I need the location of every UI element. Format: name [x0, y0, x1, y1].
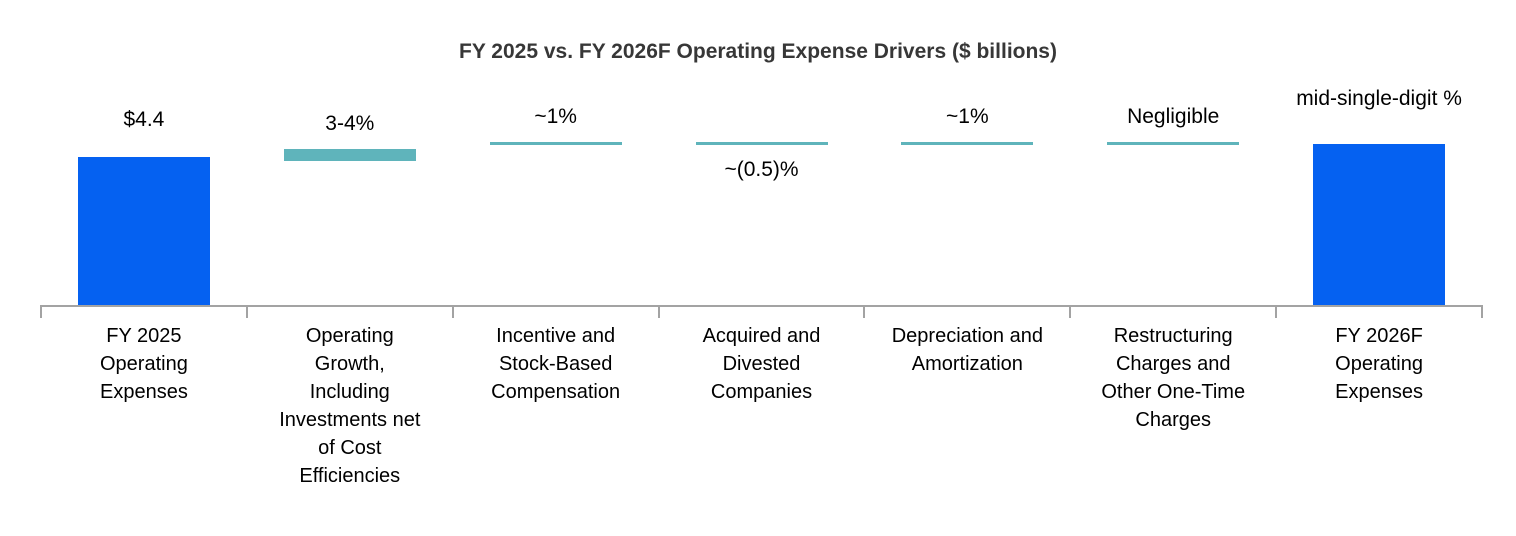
- value-label: ~1%: [946, 105, 989, 128]
- total-bar-1: [77, 157, 210, 305]
- x-axis-line: [41, 305, 1482, 307]
- axis-tick: [1481, 305, 1483, 318]
- driver-marker-4: [695, 142, 828, 145]
- category-label: FY 2025 Operating Expenses: [100, 325, 188, 403]
- value-label: ~(0.5)%: [724, 158, 799, 181]
- value-label: 3-4%: [325, 112, 375, 135]
- driver-marker-6: [1107, 142, 1240, 145]
- value-label: mid-single-digit %: [1296, 87, 1462, 110]
- total-bar-7: [1313, 144, 1446, 305]
- axis-tick: [657, 305, 660, 318]
- chart-title: FY 2025 vs. FY 2026F Operating Expense D…: [459, 40, 1057, 63]
- axis-tick: [40, 305, 42, 318]
- driver-marker-3: [489, 142, 622, 145]
- driver-marker-5: [901, 142, 1034, 145]
- category-label: FY 2026F Operating Expenses: [1335, 325, 1423, 403]
- value-label: $4.4: [123, 108, 165, 131]
- axis-tick: [1069, 305, 1072, 318]
- driver-marker-2: [283, 149, 416, 161]
- value-label: ~1%: [534, 105, 577, 128]
- category-label: Acquired and Divested Companies: [702, 325, 821, 403]
- category-label: Incentive and Stock-Based Compensation: [491, 325, 621, 403]
- axis-tick: [245, 305, 248, 318]
- value-label: Negligible: [1127, 105, 1220, 128]
- category-label: Operating Growth, Including Investments …: [279, 325, 421, 487]
- axis-tick: [451, 305, 454, 318]
- axis-tick: [863, 305, 866, 318]
- category-label: Depreciation and Amortization: [891, 325, 1043, 375]
- category-label: Restructuring Charges and Other One-Time…: [1101, 325, 1246, 431]
- axis-tick: [1275, 305, 1278, 318]
